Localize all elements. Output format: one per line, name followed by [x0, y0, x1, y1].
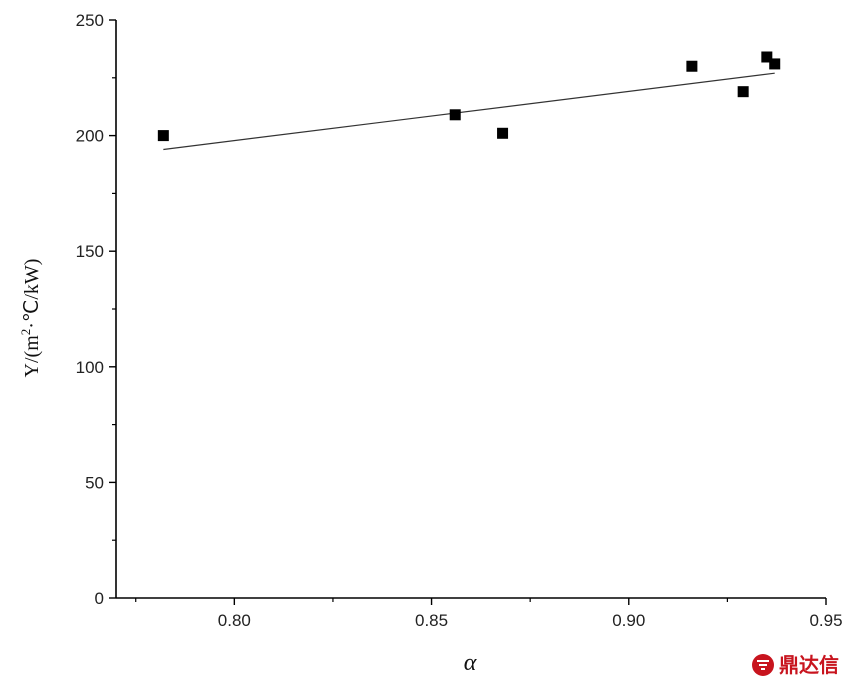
y-axis-label: Y/(m2·℃/kW): [18, 259, 43, 378]
ticks: 0 50 100 150 200 250 0.80 0.85 0.90 0.95: [76, 11, 843, 630]
data-point: [737, 86, 749, 98]
y-tick-label: 50: [85, 473, 104, 492]
data-point: [449, 109, 461, 121]
watermark-text: 鼎达信: [779, 653, 839, 677]
data-point: [761, 51, 773, 63]
y-tick-label: 100: [76, 358, 104, 377]
data-point: [497, 127, 509, 139]
data-point: [157, 130, 169, 142]
x-tick-label: 0.95: [809, 611, 842, 630]
axes: [115, 20, 826, 599]
y-tick-label: 0: [95, 589, 104, 608]
fit-line-group: [163, 72, 775, 151]
watermark: 鼎达信: [752, 653, 839, 677]
x-tick-label: 0.90: [612, 611, 645, 630]
y-tick-label: 200: [76, 127, 104, 146]
y-tick-label: 150: [76, 242, 104, 261]
data-point: [686, 60, 698, 72]
y-tick-label: 250: [76, 11, 104, 30]
data-points: [157, 51, 781, 142]
x-tick-label: 0.85: [415, 611, 448, 630]
x-tick-label: 0.80: [218, 611, 251, 630]
data-point: [769, 58, 781, 70]
x-axis-label: α: [464, 650, 477, 676]
fit-line: [163, 72, 775, 151]
